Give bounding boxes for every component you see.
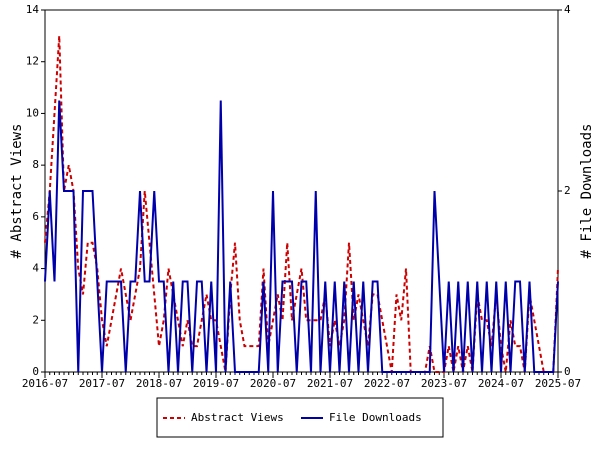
x-tick-label: 2022-07 [364,377,410,390]
x-tick-label: 2023-07 [421,377,467,390]
x-tick-label: 2018-07 [136,377,182,390]
legend-label: File Downloads [329,411,422,424]
y-tick-label: 4 [32,262,39,275]
x-tick-label: 2025-07 [535,377,581,390]
y-tick-label: 10 [26,106,39,119]
x-tick-label: 2016-07 [22,377,68,390]
y-axis-label: # Abstract Views [9,124,25,259]
legend-label: Abstract Views [191,411,284,424]
y-tick-label: 0 [32,365,39,378]
series-line [44,35,559,373]
y2-tick-label: 0 [564,365,571,378]
y-tick-label: 12 [26,55,39,68]
x-tick-label: 2021-07 [307,377,353,390]
x-tick-label: 2019-07 [193,377,239,390]
x-tick-label: 2024-07 [478,377,524,390]
y-tick-label: 14 [26,3,40,16]
y2-axis-label: # File Downloads [579,124,595,259]
x-tick-label: 2017-07 [79,377,125,390]
x-tick-label: 2020-07 [250,377,296,390]
y2-tick-label: 2 [564,184,571,197]
y2-tick-label: 4 [564,3,571,16]
legend-box [156,397,444,438]
y-tick-label: 6 [32,210,39,223]
series-line [44,100,559,373]
y-tick-label: 2 [32,313,39,326]
y-tick-label: 8 [32,158,39,171]
